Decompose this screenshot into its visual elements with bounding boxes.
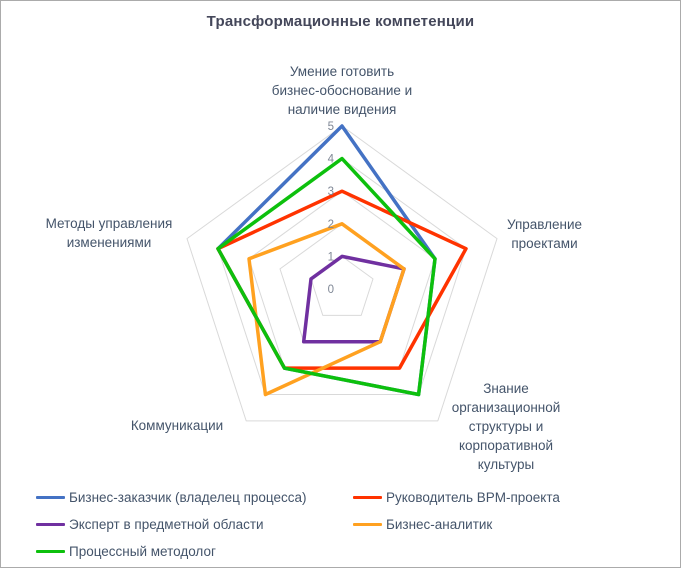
radial-tick-3: 3 bbox=[328, 186, 334, 198]
series-polygon-4 bbox=[216, 156, 437, 397]
legend-marker-green-line bbox=[36, 549, 65, 553]
legend-marker-blue-line bbox=[36, 495, 65, 499]
axis-label-org-structure: Знание организационной структуры и корпо… bbox=[451, 381, 561, 472]
axis-label-business-case: Умение готовить бизнес-обоснование и нал… bbox=[271, 64, 413, 117]
legend-item-process-methodologist: Процессный методолог bbox=[36, 542, 216, 560]
series-polygon-2 bbox=[301, 254, 406, 344]
legend-item-domain-expert: Эксперт в предметной области bbox=[36, 515, 264, 533]
radial-tick-0: 0 bbox=[328, 284, 334, 296]
axis-label-project-management: Управление проектами bbox=[506, 217, 583, 251]
grid-ring-5 bbox=[186, 125, 498, 422]
grid-ring-1 bbox=[310, 255, 374, 316]
radial-tick-4: 4 bbox=[328, 154, 335, 166]
radial-tick-2: 2 bbox=[328, 219, 334, 231]
legend-label: Руководитель BPM-проекта bbox=[386, 489, 560, 505]
series-polygon-3 bbox=[247, 222, 406, 397]
legend-label: Эксперт в предметной области bbox=[69, 516, 264, 532]
chart-title: Трансформационные компетенции bbox=[206, 13, 475, 30]
radial-tick-5: 5 bbox=[328, 121, 334, 133]
legend-marker-red-line bbox=[353, 495, 382, 499]
legend-label: Процессный методолог bbox=[69, 543, 216, 559]
radial-tick-1: 1 bbox=[328, 251, 334, 263]
legend-label: Бизнес-заказчик (владелец процесса) bbox=[69, 489, 307, 505]
legend-marker-purple-line bbox=[36, 522, 65, 526]
legend-marker-orange-line bbox=[353, 522, 382, 526]
axis-label-communications: Коммуникации bbox=[130, 418, 224, 433]
legend-item-business-owner: Бизнес-заказчик (владелец процесса) bbox=[36, 488, 307, 506]
series-polygon-1 bbox=[216, 189, 468, 370]
legend-item-bpm-project-lead: Руководитель BPM-проекта bbox=[353, 488, 560, 506]
legend-label: Бизнес-аналитик bbox=[386, 516, 493, 532]
legend-item-business-analyst: Бизнес-аналитик bbox=[353, 515, 492, 533]
axis-label-change-management: Методы управления изменениями bbox=[45, 216, 173, 250]
